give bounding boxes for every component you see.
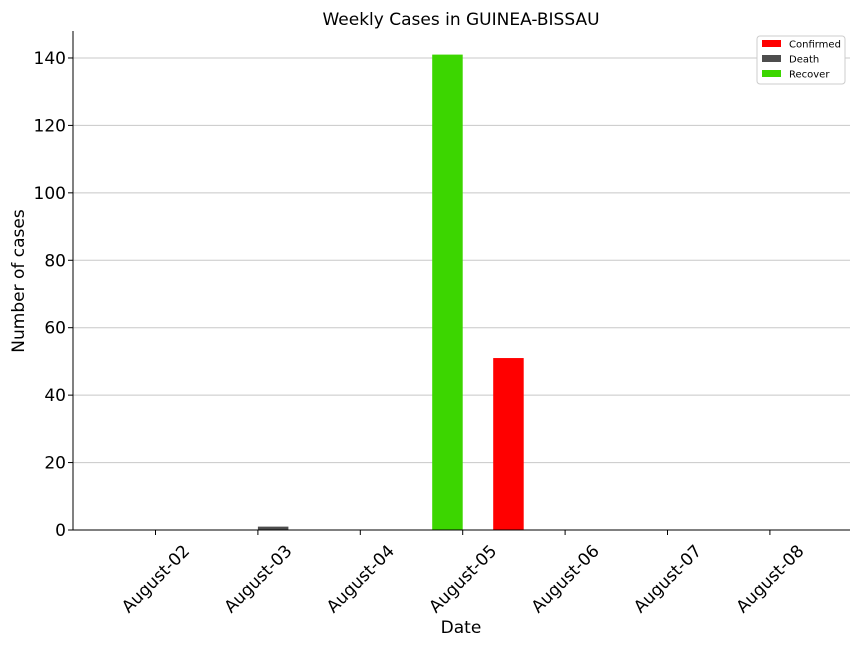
bar-recover-august-05: [432, 54, 463, 531]
chart-title: Weekly Cases in GUINEA-BISSAU: [322, 10, 599, 30]
bar-confirmed-august-05: [493, 358, 524, 530]
x-tick-label: August-02: [118, 541, 194, 617]
x-axis-label: Date: [441, 618, 482, 638]
legend-swatch-recover: [762, 70, 781, 77]
x-tick-label: August-05: [425, 541, 501, 617]
x-ticks: August-02 August-03 August-04 August-05 Augu…: [118, 530, 808, 617]
y-tick-label: 0: [55, 521, 66, 541]
x-tick-label: August-03: [221, 541, 297, 617]
bars: [257, 54, 524, 531]
x-tick-label: August-06: [528, 541, 604, 617]
x-tick-label: August-07: [630, 541, 706, 617]
bar-death-august-03: [257, 526, 289, 530]
y-tick-label: 80: [44, 251, 66, 271]
y-tick-label: 120: [34, 116, 66, 136]
x-tick-label: August-04: [323, 541, 399, 617]
y-tick-label: 40: [44, 386, 66, 406]
y-ticks: 0 20 40 60 80 100 120 140: [34, 49, 73, 541]
y-tick-label: 140: [34, 49, 66, 69]
y-axis-label: Number of cases: [9, 209, 29, 353]
y-tick-label: 100: [34, 184, 66, 204]
legend-swatch-death: [762, 55, 781, 62]
legend-label-recover: Recover: [789, 70, 830, 81]
legend-label-confirmed: Confirmed: [789, 40, 841, 51]
y-tick-label: 60: [44, 319, 66, 339]
y-tick-label: 20: [44, 454, 66, 474]
legend: Confirmed Death Recover: [756, 35, 846, 85]
legend-swatch-confirmed: [762, 40, 781, 47]
legend-label-death: Death: [789, 55, 819, 66]
x-tick-label: August-08: [733, 541, 809, 617]
axes: [72, 31, 850, 531]
